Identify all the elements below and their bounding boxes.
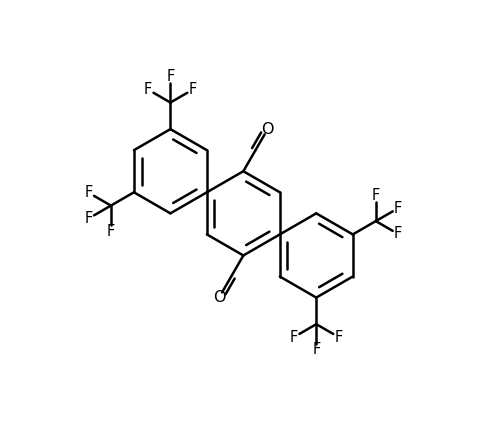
Text: F: F	[312, 342, 320, 357]
Text: F: F	[394, 201, 402, 216]
Text: F: F	[394, 227, 402, 242]
Text: F: F	[84, 185, 93, 200]
Text: O: O	[262, 121, 274, 136]
Text: F: F	[334, 330, 342, 345]
Text: F: F	[107, 224, 115, 239]
Text: F: F	[188, 82, 197, 97]
Text: F: F	[84, 211, 93, 226]
Text: F: F	[144, 82, 152, 97]
Text: F: F	[372, 188, 380, 203]
Text: F: F	[166, 70, 174, 84]
Text: F: F	[290, 330, 298, 345]
Text: O: O	[212, 290, 225, 305]
